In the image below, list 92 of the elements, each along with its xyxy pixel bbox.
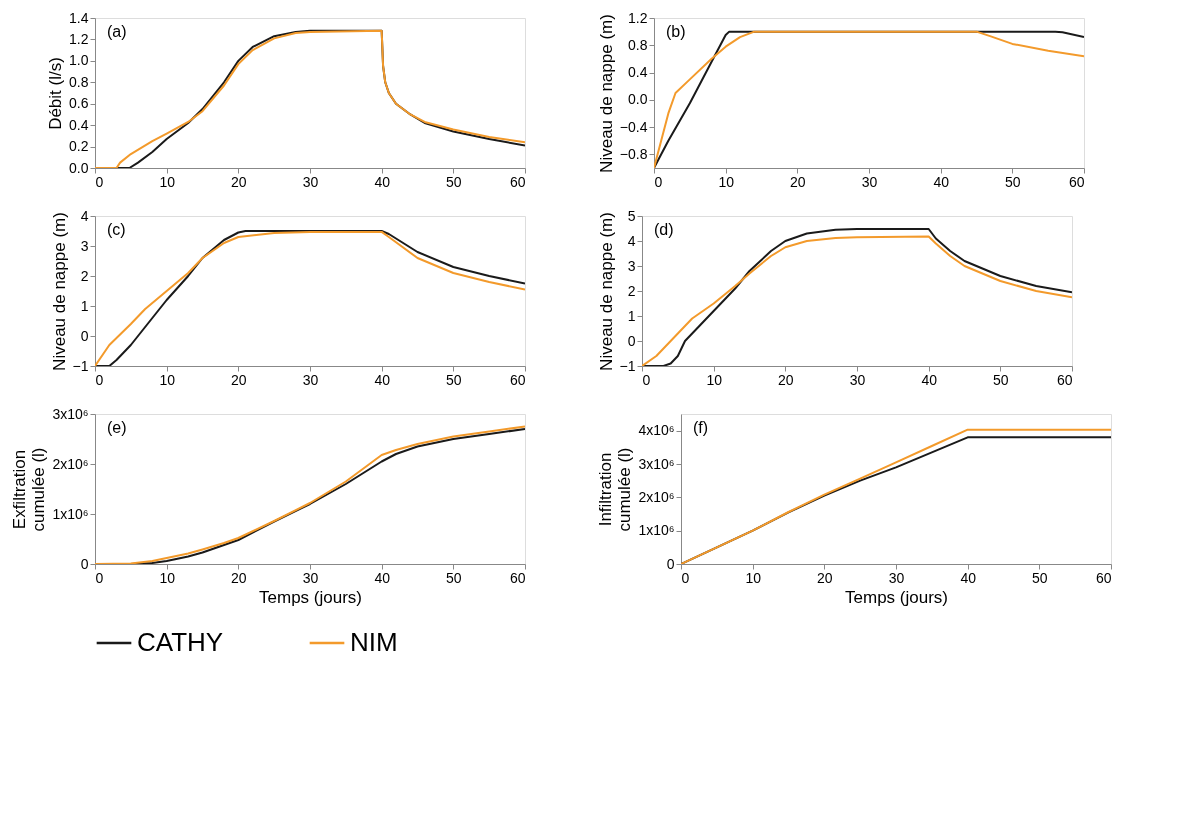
y-tick-label: −1 — [72, 357, 89, 374]
y-tick-label: 4 — [80, 207, 89, 224]
x-tick-label: 50 — [993, 371, 1009, 388]
y-tick-label: 0 — [666, 555, 675, 572]
y-tick-label: 3 — [627, 257, 636, 274]
x-tick-label: 20 — [778, 371, 794, 388]
y-tick-label: 4x10⁶ — [638, 422, 675, 439]
x-tick-label: 50 — [446, 173, 462, 190]
y-tick-label: 1.2 — [628, 9, 648, 26]
x-tick-label: 20 — [231, 569, 247, 586]
y-axis-title: Débit (l/s) — [46, 57, 66, 130]
y-tick-label: 1 — [627, 307, 636, 324]
legend-label: CATHY — [137, 627, 224, 657]
y-tick-label: −1 — [619, 357, 636, 374]
x-tick-label: 40 — [374, 173, 391, 190]
y-tick-label: 2x10⁶ — [52, 455, 89, 472]
x-tick-label: 30 — [302, 371, 319, 388]
x-tick-label: 10 — [745, 569, 762, 586]
y-tick-label: 3x10⁶ — [52, 405, 89, 422]
y-tick-label: 1.4 — [69, 9, 89, 26]
x-tick-label: 0 — [681, 569, 690, 586]
x-tick-label: 20 — [231, 173, 247, 190]
x-tick-label: 60 — [509, 173, 526, 190]
y-tick-label: 0.0 — [628, 91, 648, 108]
y-tick-label: 2 — [627, 282, 636, 299]
y-tick-label: 4 — [627, 232, 636, 249]
x-tick-label: 30 — [888, 569, 905, 586]
x-tick-label: 40 — [921, 371, 938, 388]
y-tick-label: −0.8 — [619, 145, 648, 162]
x-tick-label: 20 — [231, 371, 247, 388]
y-tick-label: 0.8 — [628, 36, 648, 53]
annotation: (a) — [107, 23, 127, 40]
y-tick-label: 3x10⁶ — [638, 455, 675, 472]
x-tick-label: 40 — [933, 173, 950, 190]
x-tick-label: 30 — [302, 569, 319, 586]
x-tick-label: 30 — [302, 173, 319, 190]
annotation: (e) — [107, 419, 127, 436]
annotation: (b) — [666, 23, 686, 40]
y-axis-title: Niveau de nappe (m) — [49, 212, 69, 371]
legend-label: NIM — [350, 627, 398, 657]
y-tick-label: 0.2 — [69, 138, 89, 155]
x-tick-label: 10 — [159, 173, 176, 190]
x-tick-label: 40 — [374, 371, 391, 388]
x-tick-label: 10 — [706, 371, 723, 388]
x-tick-label: 60 — [1056, 371, 1073, 388]
x-tick-label: 50 — [1032, 569, 1048, 586]
y-tick-label: 0 — [627, 332, 636, 349]
y-tick-label: 1.0 — [69, 52, 89, 69]
x-tick-label: 20 — [790, 173, 806, 190]
y-tick-label: 0.4 — [69, 116, 89, 133]
y-tick-label: 0 — [80, 327, 89, 344]
y-tick-label: 1x10⁶ — [52, 505, 89, 522]
x-tick-label: 60 — [509, 371, 526, 388]
x-tick-label: 40 — [960, 569, 977, 586]
x-axis-title: Temps (jours) — [259, 587, 362, 607]
y-tick-label: 0.4 — [628, 64, 648, 81]
y-axis-title: Infiltration cumulée (l) — [596, 447, 635, 532]
y-tick-label: 0.8 — [69, 73, 89, 90]
y-tick-label: 2x10⁶ — [638, 488, 675, 505]
x-tick-label: 40 — [374, 569, 391, 586]
x-tick-label: 60 — [1095, 569, 1112, 586]
x-tick-label: 0 — [95, 569, 104, 586]
x-tick-label: 10 — [159, 569, 176, 586]
y-axis-title: Exfiltration cumulée (l) — [10, 447, 49, 532]
y-tick-label: −0.4 — [619, 118, 648, 135]
x-axis-title: Temps (jours) — [845, 587, 948, 607]
y-tick-label: 0 — [80, 555, 89, 572]
x-tick-label: 50 — [446, 569, 462, 586]
x-tick-label: 0 — [95, 173, 104, 190]
x-tick-label: 30 — [861, 173, 878, 190]
annotation: (f) — [693, 419, 709, 436]
annotation: (c) — [107, 221, 126, 238]
y-tick-label: 1.2 — [69, 30, 89, 47]
x-tick-label: 60 — [1068, 173, 1085, 190]
x-tick-label: 20 — [817, 569, 833, 586]
y-tick-label: 0.6 — [69, 95, 89, 112]
y-axis-title: Niveau de nappe (m) — [596, 212, 616, 371]
y-tick-label: 0.0 — [69, 159, 89, 176]
x-tick-label: 10 — [159, 371, 176, 388]
y-axis-title: Niveau de nappe (m) — [596, 14, 616, 173]
x-tick-label: 0 — [95, 371, 104, 388]
x-tick-label: 10 — [718, 173, 735, 190]
y-tick-label: 1x10⁶ — [638, 522, 675, 539]
y-tick-label: 5 — [627, 207, 636, 224]
y-tick-label: 1 — [80, 297, 89, 314]
y-tick-label: 3 — [80, 237, 89, 254]
x-tick-label: 50 — [1005, 173, 1021, 190]
x-tick-label: 30 — [849, 371, 866, 388]
x-tick-label: 60 — [509, 569, 526, 586]
annotation: (d) — [654, 221, 674, 238]
x-tick-label: 50 — [446, 371, 462, 388]
y-tick-label: 2 — [80, 267, 89, 284]
